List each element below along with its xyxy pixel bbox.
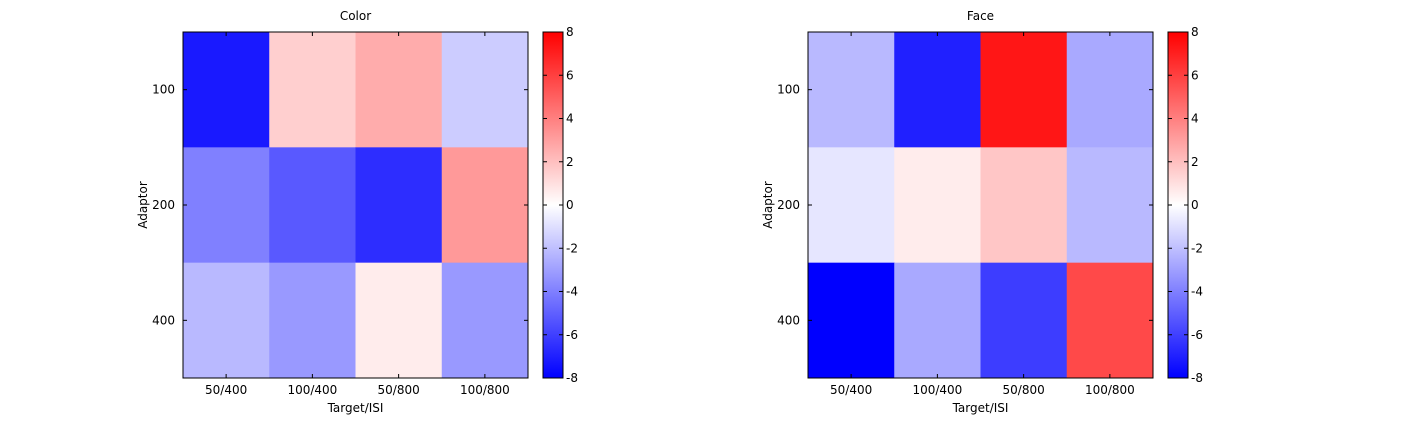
colorbar-tick-label: 4 (566, 112, 574, 126)
y-tick-label: 400 (152, 313, 175, 327)
colorbar-tick-label: 6 (566, 68, 574, 82)
y-tick-label: 200 (152, 198, 175, 212)
y-tick-label: 100 (152, 83, 175, 97)
heatmap-cell (1066, 32, 1154, 148)
heatmap-cell (183, 147, 270, 264)
x-tick-label: 50/800 (1003, 383, 1045, 397)
heatmap-cell (980, 147, 1068, 264)
colorbar-tick-label: -6 (1191, 328, 1203, 342)
heatmap-cell (269, 32, 356, 148)
x-tick-label: 50/400 (830, 383, 872, 397)
heatmap-cell (808, 147, 895, 264)
colorbar-tick-label: 6 (1191, 68, 1199, 82)
heatmap-cell (894, 32, 981, 148)
heatmap-cell (441, 262, 529, 379)
heatmap-cell (808, 32, 895, 148)
x-tick-label: 50/800 (378, 383, 420, 397)
x-tick-label: 50/400 (205, 383, 247, 397)
heatmap-cell (894, 147, 981, 264)
colorbar-tick-label: 2 (1191, 155, 1199, 169)
y-tick-label: 100 (777, 83, 800, 97)
colorbar-tick-label: -8 (566, 371, 578, 385)
colorbar-tick-label: 0 (566, 198, 574, 212)
colorbar-tick-label: -4 (566, 285, 578, 299)
x-tick-label: 100/400 (912, 383, 962, 397)
heatmap-cell (808, 262, 895, 379)
heatmap-cell (269, 147, 356, 264)
x-tick-label: 100/800 (460, 383, 510, 397)
heatmap-cell (980, 262, 1068, 379)
colorbar-tick-label: 8 (1191, 25, 1199, 39)
heatmap-panel-face: 50/400 100/400 50/800 100/800 100 200 400 Face T… (761, 9, 1203, 415)
colorbar-tick-label: 8 (566, 25, 574, 39)
heatmap-cell (269, 262, 356, 379)
heatmap-cell (355, 262, 443, 379)
y-tick-label: 200 (777, 198, 800, 212)
colorbar-tick-label: 0 (1191, 198, 1199, 212)
heatmap-panel-color: 50/400 100/400 50/800 100/800 100 200 400 Color… (136, 9, 578, 415)
colorbar-tick-label: 4 (1191, 112, 1199, 126)
x-tick-label: 100/800 (1085, 383, 1135, 397)
heatmap-cell (441, 32, 529, 148)
heatmap-cell (980, 32, 1068, 148)
colorbar-tick-label: 2 (566, 155, 574, 169)
y-axis-label: Adaptor (761, 181, 775, 229)
y-axis-label: Adaptor (136, 181, 150, 229)
heatmap-cell (894, 262, 981, 379)
x-axis-label: Target/ISI (952, 401, 1009, 415)
heatmap-cell (1066, 147, 1154, 264)
chart-title: Color (340, 9, 371, 23)
colorbar-tick-label: -2 (566, 241, 578, 255)
heatmap-cell (1066, 262, 1154, 379)
chart-title: Face (967, 9, 994, 23)
heatmap-cell (441, 147, 529, 264)
colorbar-tick-label: -2 (1191, 241, 1203, 255)
y-tick-label: 400 (777, 313, 800, 327)
colorbar-tick-label: -4 (1191, 285, 1203, 299)
heatmap-cell (183, 262, 270, 379)
x-axis-label: Target/ISI (327, 401, 384, 415)
heatmap-cell (355, 147, 443, 264)
x-tick-label: 100/400 (287, 383, 337, 397)
colorbar-tick-label: -6 (566, 328, 578, 342)
heatmap-cell (183, 32, 270, 148)
heatmap-cell (355, 32, 443, 148)
colorbar-tick-label: -8 (1191, 371, 1203, 385)
